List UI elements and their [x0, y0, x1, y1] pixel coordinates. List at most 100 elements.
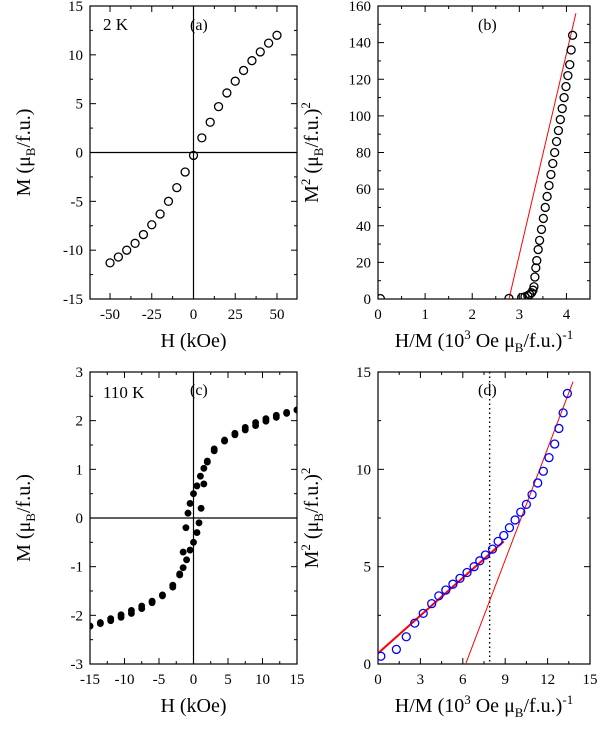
x-axis-label: H (kOe)	[160, 695, 226, 717]
data-point	[378, 293, 386, 299]
data-point	[262, 415, 270, 423]
y-tick-label: -15	[63, 292, 83, 308]
data-series	[90, 406, 297, 630]
y-tick-label: 40	[356, 219, 371, 235]
x-tick-label: 0	[190, 307, 198, 323]
data-point	[272, 30, 282, 40]
y-axis-label: M (μB/f.u.)	[13, 109, 38, 197]
data-point	[567, 30, 578, 40]
y-tick-label: -2	[71, 608, 84, 624]
x-tick-label: 50	[269, 307, 284, 323]
data-point	[230, 76, 240, 86]
fit-line	[465, 381, 574, 664]
data-point	[427, 599, 437, 609]
data-point	[563, 70, 573, 81]
data-point	[179, 548, 187, 556]
y-tick-label: 15	[68, 0, 83, 15]
data-point	[401, 632, 411, 642]
data-point	[544, 453, 554, 463]
data-point	[197, 504, 205, 512]
y-tick-label: 0	[364, 657, 372, 673]
data-point	[566, 45, 576, 55]
y-tick-label: 10	[356, 462, 371, 478]
data-point	[504, 293, 514, 299]
data-point	[148, 597, 156, 605]
data-point	[504, 523, 515, 533]
data-point	[542, 191, 552, 202]
x-tick-label: 4	[563, 307, 571, 323]
data-point	[127, 607, 135, 614]
data-point	[565, 59, 575, 70]
data-point	[448, 579, 458, 589]
data-point	[203, 458, 211, 466]
data-point	[283, 408, 291, 416]
panel-tag: (a)	[190, 17, 208, 34]
x-tick-label: 3	[516, 307, 524, 323]
x-tick-label: -5	[153, 672, 166, 688]
x-tick-label: 5	[224, 672, 232, 688]
data-point	[550, 439, 560, 449]
data-series	[378, 388, 573, 661]
data-point	[559, 92, 569, 103]
data-point	[176, 571, 184, 579]
data-point	[105, 258, 115, 268]
x-tick-label: 6	[459, 672, 467, 688]
data-point	[163, 196, 174, 206]
x-axis-label: H/M (103 Oe μB/f.u.)-1	[395, 692, 573, 720]
data-series	[105, 30, 282, 268]
y-axis-label: M (μB/f.u.)	[13, 474, 38, 562]
data-point	[193, 529, 201, 537]
data-point	[410, 618, 420, 628]
x-tick-label: 10	[255, 672, 270, 688]
data-point	[180, 167, 190, 177]
data-point	[546, 169, 556, 180]
data-point	[418, 608, 428, 619]
data-point	[96, 619, 104, 627]
data-point	[255, 47, 265, 57]
data-point	[540, 202, 550, 213]
fit-line	[378, 540, 505, 655]
x-tick-label: 25	[228, 307, 243, 323]
y-tick-label: 0	[76, 146, 84, 162]
data-point	[434, 591, 444, 601]
data-point	[197, 133, 207, 143]
data-point	[190, 490, 197, 498]
data-point	[186, 546, 194, 554]
y-tick-label: 80	[356, 146, 371, 162]
y-tick-label: -10	[63, 243, 83, 259]
x-tick-label: 12	[540, 672, 555, 688]
data-point	[188, 150, 199, 161]
x-tick-label: -15	[80, 672, 100, 688]
data-point	[213, 101, 224, 112]
y-tick-label: 5	[76, 97, 84, 113]
x-tick-label: -50	[100, 307, 120, 323]
data-point	[293, 406, 297, 414]
data-point	[169, 581, 177, 589]
panel-tag: (d)	[478, 382, 497, 399]
data-point	[130, 238, 140, 248]
x-tick-label: 3	[417, 672, 425, 688]
data-point	[493, 536, 503, 547]
y-tick-label: 3	[76, 365, 84, 381]
data-point	[138, 229, 149, 240]
data-point	[184, 509, 192, 517]
panel-tag: (b)	[478, 17, 497, 34]
data-point	[196, 472, 204, 480]
x-tick-label: 0	[374, 672, 382, 688]
data-point	[272, 411, 280, 419]
data-point	[221, 436, 228, 444]
data-point	[441, 585, 451, 595]
data-point	[538, 213, 549, 224]
data-point	[462, 567, 472, 578]
data-point	[510, 515, 520, 525]
x-tick-label: 2	[468, 307, 476, 323]
y-tick-label: 0	[76, 511, 84, 527]
x-tick-label: -25	[142, 307, 162, 323]
data-point	[499, 530, 509, 541]
data-point	[263, 38, 274, 48]
y-tick-label: 60	[356, 182, 371, 198]
y-tick-label: -5	[71, 194, 84, 210]
